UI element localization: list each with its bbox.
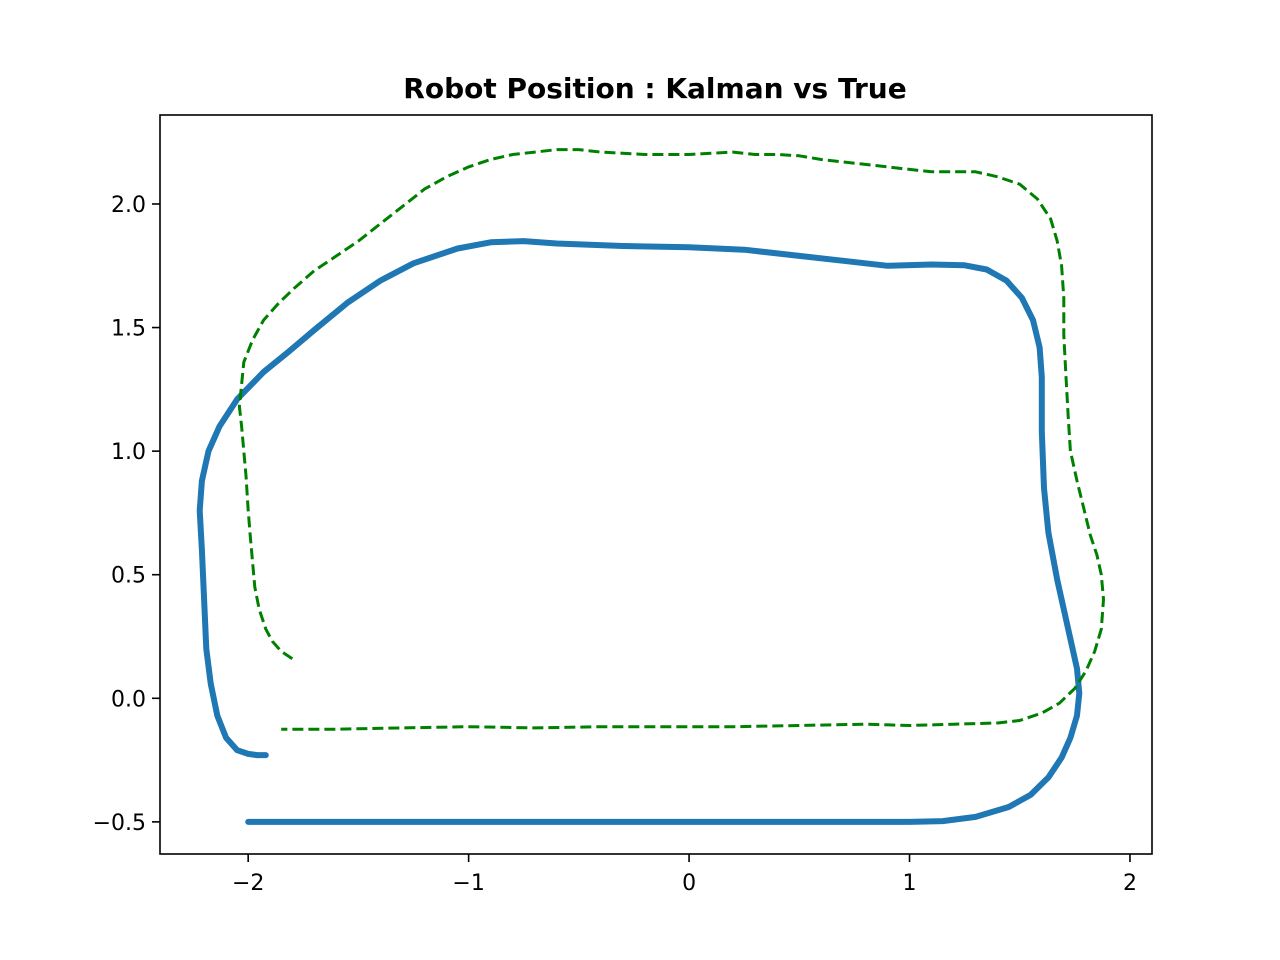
axes-frame	[159, 114, 1153, 855]
plot-area	[196, 148, 1105, 825]
x-axis: −2 −1 0 1 2	[232, 854, 1137, 896]
y-tick-label: 1.0	[111, 440, 146, 465]
x-tick-label: 0	[682, 871, 696, 896]
series-line-kalman	[196, 238, 1083, 825]
y-tick-label: 0.5	[111, 564, 146, 589]
x-tick-label: −2	[232, 871, 264, 896]
y-tick-label: 1.5	[111, 317, 146, 342]
y-axis: −0.5 0.0 0.5 1.0 1.5 2.0	[93, 193, 160, 836]
y-tick-label: 2.0	[111, 193, 146, 218]
x-tick-label: −1	[452, 871, 484, 896]
series-line-true	[237, 148, 1105, 731]
chart-title: Robot Position : Kalman vs True	[403, 72, 906, 105]
x-tick-label: 1	[903, 871, 917, 896]
y-tick-label: 0.0	[111, 687, 146, 712]
x-tick-label: 2	[1123, 871, 1137, 896]
y-tick-label: −0.5	[93, 811, 146, 836]
